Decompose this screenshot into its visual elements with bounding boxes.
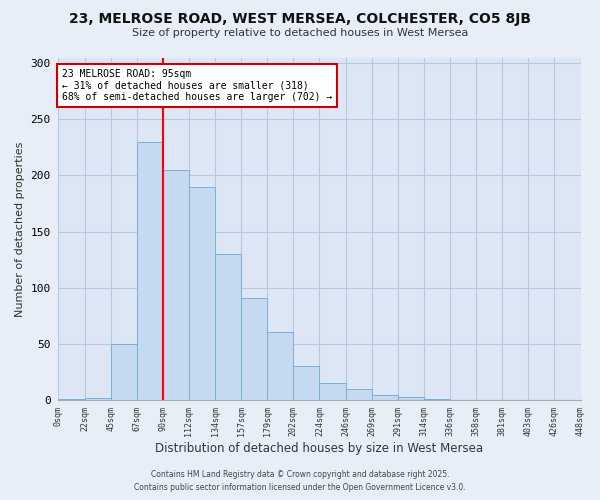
Bar	[85, 398, 110, 400]
Bar	[267, 332, 293, 400]
Bar	[319, 384, 346, 400]
Bar	[371, 394, 398, 400]
Bar	[58, 399, 85, 400]
Bar	[293, 366, 319, 400]
Bar	[110, 344, 137, 400]
Y-axis label: Number of detached properties: Number of detached properties	[15, 141, 25, 316]
Text: Size of property relative to detached houses in West Mersea: Size of property relative to detached ho…	[132, 28, 468, 38]
Text: Contains HM Land Registry data © Crown copyright and database right 2025.
Contai: Contains HM Land Registry data © Crown c…	[134, 470, 466, 492]
Bar	[163, 170, 189, 400]
X-axis label: Distribution of detached houses by size in West Mersea: Distribution of detached houses by size …	[155, 442, 484, 455]
Bar	[398, 397, 424, 400]
Bar	[215, 254, 241, 400]
Bar	[137, 142, 163, 400]
Bar	[241, 298, 267, 400]
Text: 23 MELROSE ROAD: 95sqm
← 31% of detached houses are smaller (318)
68% of semi-de: 23 MELROSE ROAD: 95sqm ← 31% of detached…	[62, 68, 332, 102]
Bar	[346, 389, 371, 400]
Text: 23, MELROSE ROAD, WEST MERSEA, COLCHESTER, CO5 8JB: 23, MELROSE ROAD, WEST MERSEA, COLCHESTE…	[69, 12, 531, 26]
Bar	[424, 399, 450, 400]
Bar	[189, 186, 215, 400]
